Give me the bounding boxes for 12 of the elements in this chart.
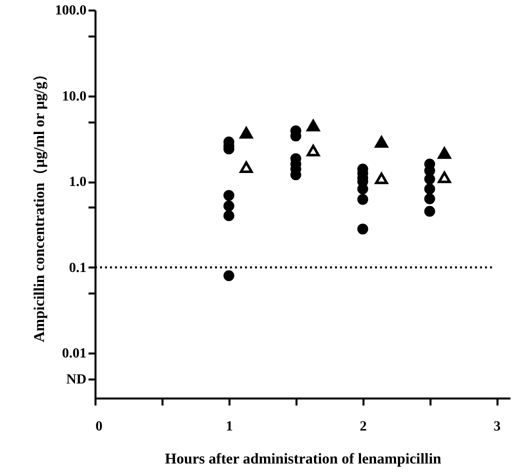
y-tick-label: 100.0 (55, 4, 86, 18)
y-tick-label: 0.01 (62, 346, 86, 362)
x-tick-label: 2 (360, 420, 367, 434)
y-axis-title: Ampicillin concentration（μg/ml or μg/g） (32, 66, 48, 342)
x-tick-label: 1 (226, 420, 233, 434)
x-tick-label: 3 (494, 420, 501, 434)
y-tick-label: ND (66, 372, 86, 388)
y-tick-label: 1.0 (69, 175, 86, 190)
x-axis-title: Hours after administration of lenampicillin (164, 452, 442, 468)
y-tick-label: 0.1 (69, 260, 86, 276)
x-tick-label: 0 (96, 420, 102, 434)
y-tick-label: 10.0 (62, 89, 86, 104)
